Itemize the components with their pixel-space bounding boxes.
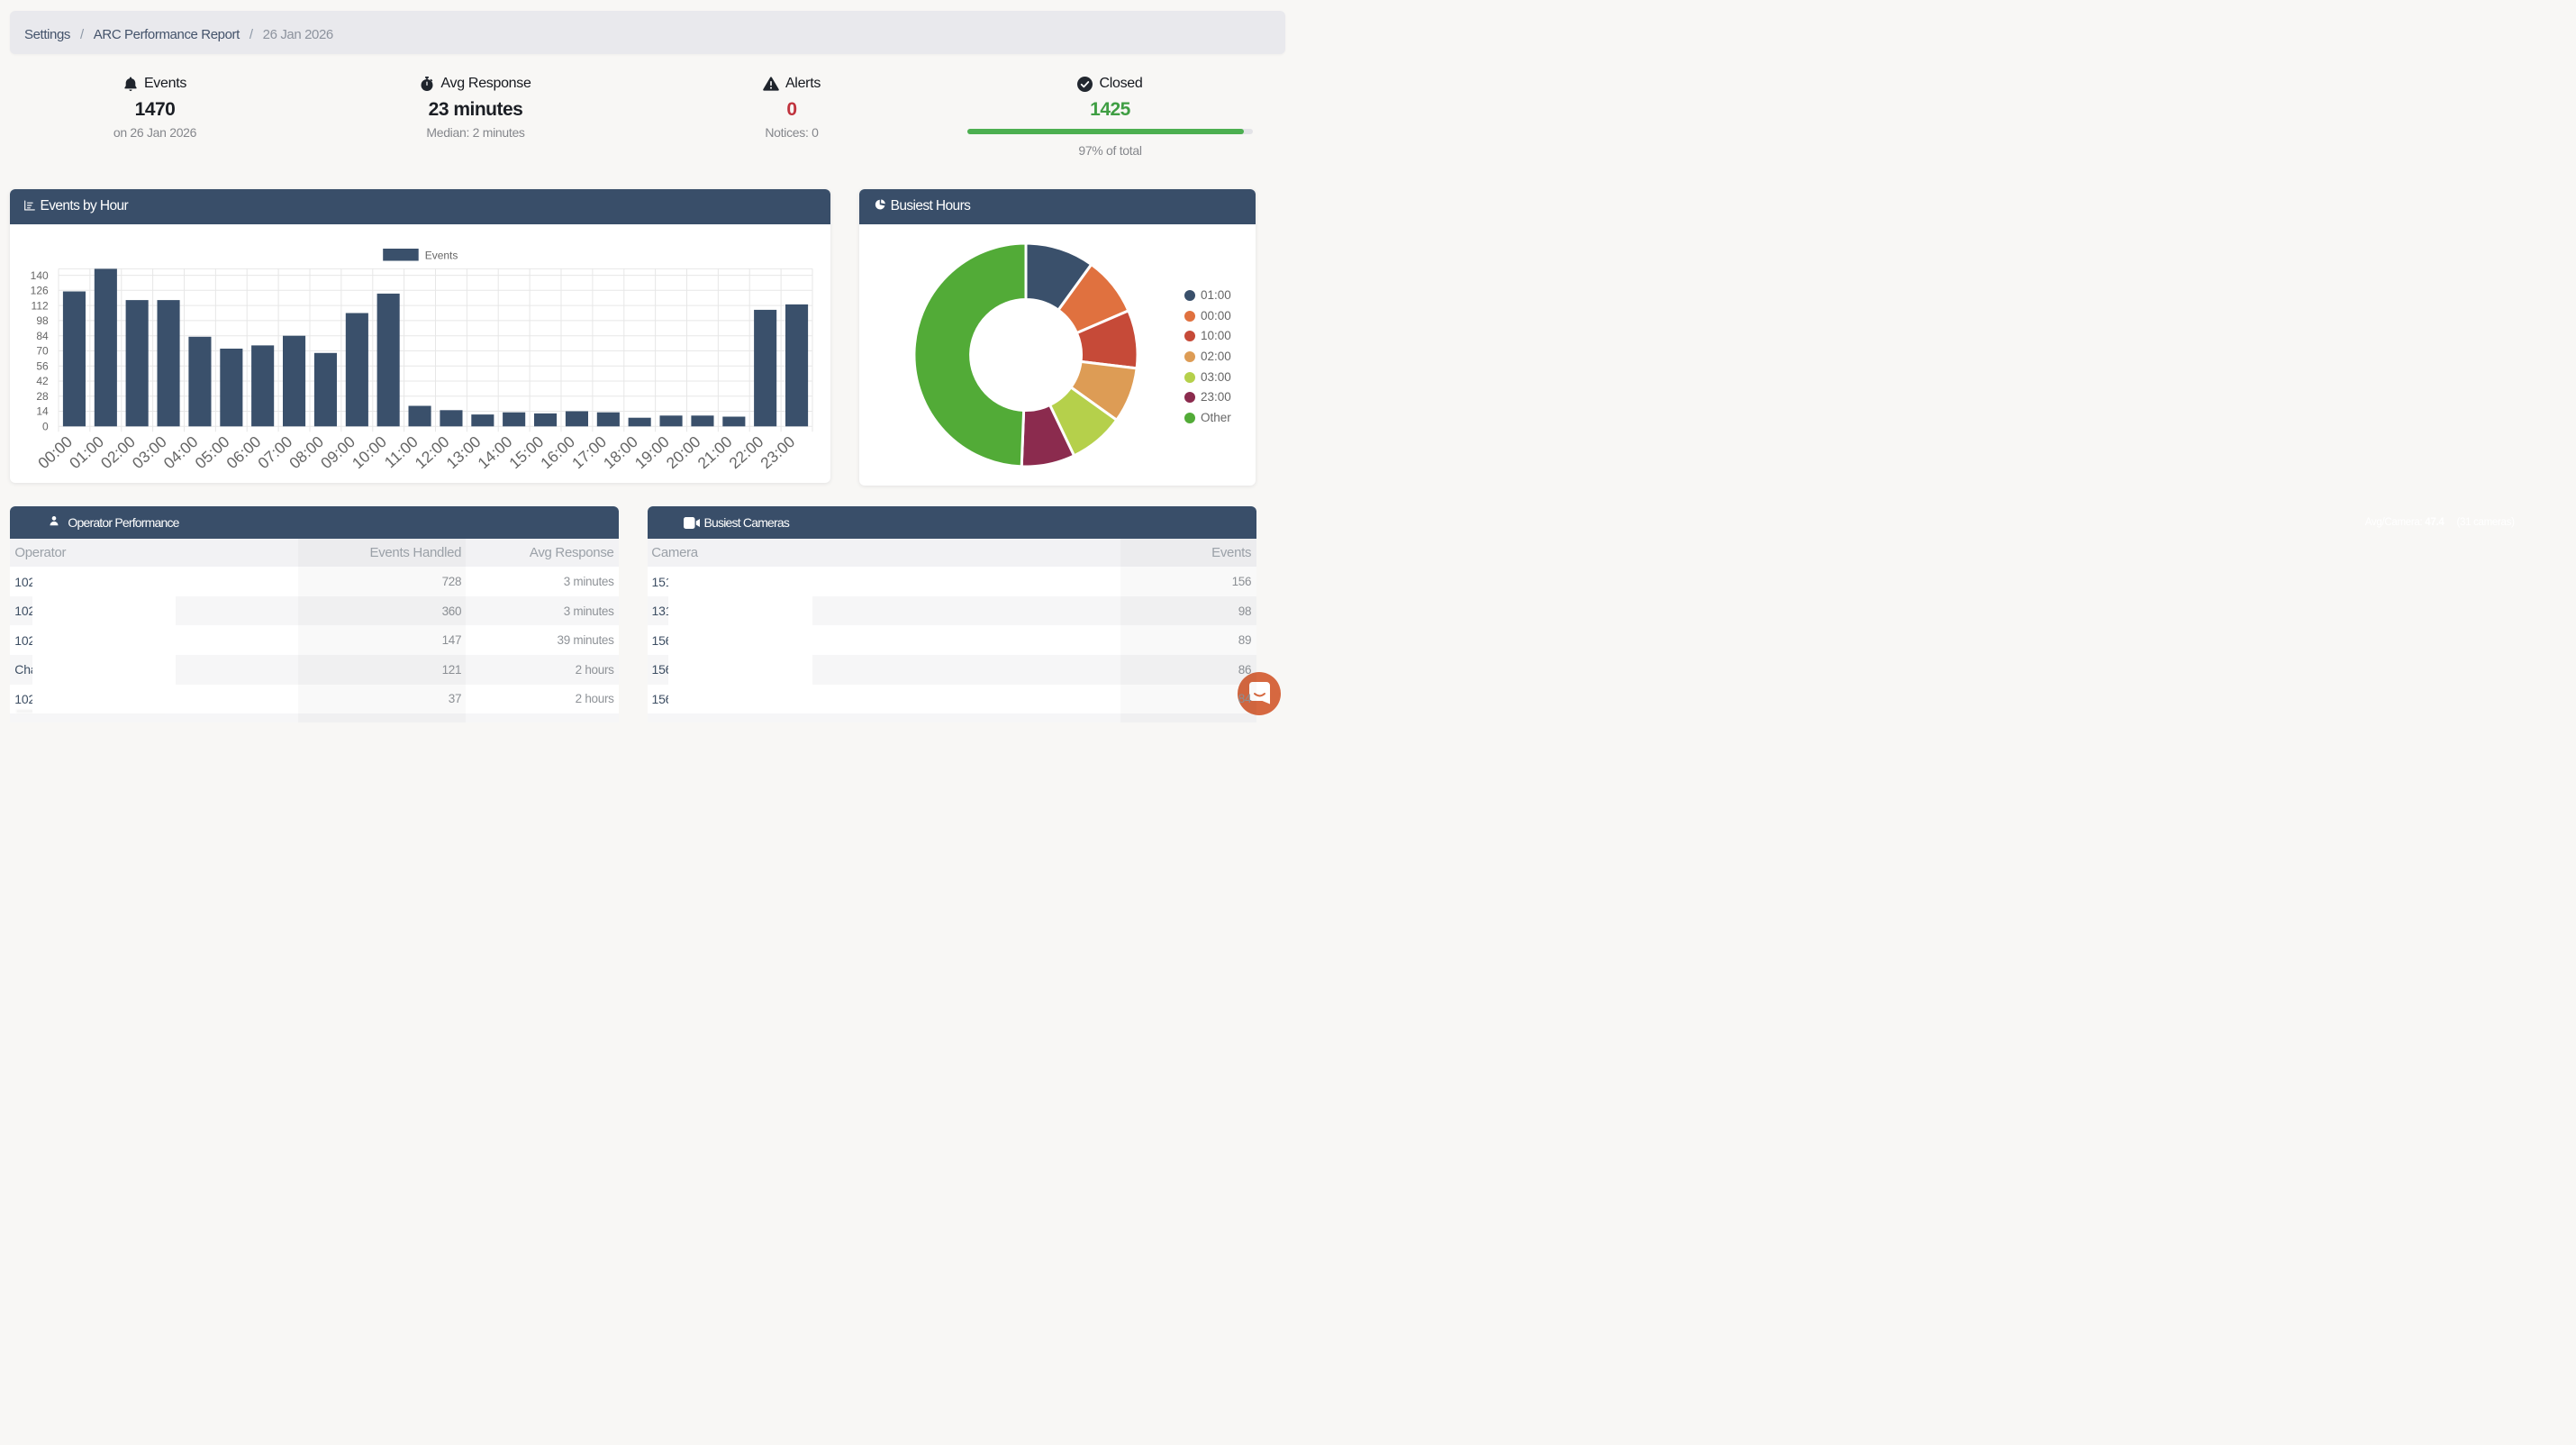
svg-text:28: 28 bbox=[37, 390, 50, 403]
svg-text:21:00: 21:00 bbox=[694, 432, 736, 472]
svg-text:14: 14 bbox=[37, 405, 50, 418]
svg-text:19:00: 19:00 bbox=[631, 432, 673, 472]
svg-text:08:00: 08:00 bbox=[286, 432, 327, 472]
svg-text:12:00: 12:00 bbox=[412, 432, 453, 472]
svg-text:03:00: 03:00 bbox=[129, 432, 170, 472]
svg-text:84: 84 bbox=[37, 330, 50, 342]
svg-text:09:00: 09:00 bbox=[317, 432, 358, 472]
svg-text:98: 98 bbox=[37, 314, 50, 327]
svg-text:06:00: 06:00 bbox=[223, 432, 265, 472]
svg-text:42: 42 bbox=[37, 375, 50, 387]
svg-text:20:00: 20:00 bbox=[663, 432, 704, 472]
svg-text:23:00: 23:00 bbox=[757, 432, 799, 472]
svg-text:15:00: 15:00 bbox=[506, 432, 548, 472]
svg-text:11:00: 11:00 bbox=[381, 432, 422, 471]
svg-text:00:00: 00:00 bbox=[34, 432, 76, 472]
svg-text:02:00: 02:00 bbox=[97, 432, 139, 472]
svg-text:14:00: 14:00 bbox=[475, 432, 516, 472]
svg-text:13:00: 13:00 bbox=[443, 432, 485, 472]
svg-text:70: 70 bbox=[37, 345, 50, 358]
svg-text:0: 0 bbox=[42, 421, 49, 433]
svg-text:140: 140 bbox=[31, 269, 49, 282]
svg-text:17:00: 17:00 bbox=[568, 432, 610, 472]
svg-text:126: 126 bbox=[31, 285, 49, 297]
svg-text:04:00: 04:00 bbox=[160, 432, 202, 472]
svg-text:18:00: 18:00 bbox=[600, 432, 641, 472]
svg-text:Events: Events bbox=[425, 250, 458, 262]
svg-text:01:00: 01:00 bbox=[66, 432, 107, 472]
svg-text:56: 56 bbox=[37, 359, 50, 372]
svg-text:10:00: 10:00 bbox=[349, 432, 390, 472]
svg-text:05:00: 05:00 bbox=[192, 432, 233, 472]
svg-text:112: 112 bbox=[32, 299, 49, 312]
svg-text:07:00: 07:00 bbox=[255, 432, 296, 472]
svg-text:16:00: 16:00 bbox=[537, 432, 578, 472]
svg-text:22:00: 22:00 bbox=[726, 432, 767, 472]
